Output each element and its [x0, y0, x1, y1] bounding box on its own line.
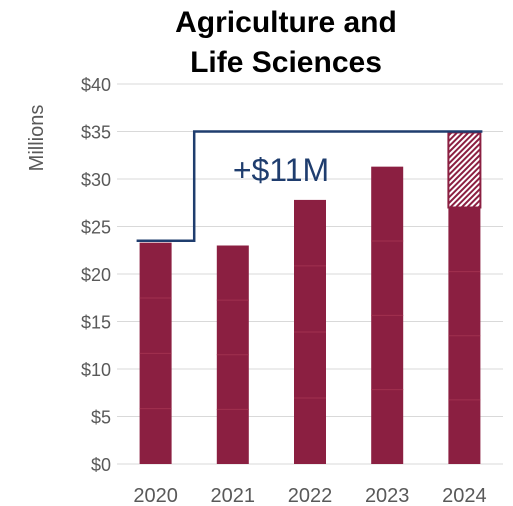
x-tick-label: 2023 [365, 485, 410, 506]
y-tick-label: $30 [81, 170, 111, 190]
x-tick-label: 2021 [211, 485, 256, 506]
increase-annotation: +$11M [233, 152, 329, 188]
y-tick-label: $10 [81, 360, 111, 380]
y-tick-label: $40 [81, 75, 111, 95]
y-tick-label: $15 [81, 313, 111, 333]
y-tick-label: $25 [81, 218, 111, 238]
bar-projected-increment [447, 131, 482, 209]
y-tick-label: $5 [91, 408, 111, 428]
goal-line [136, 130, 483, 242]
y-tick-label: $0 [91, 455, 111, 475]
x-tick-label: 2022 [288, 485, 333, 506]
chart-title-line-1: Agriculture and [175, 6, 397, 39]
y-axis-label: Millions [26, 105, 48, 172]
x-tick-label: 2020 [133, 485, 178, 506]
chart-title-line-2: Life Sciences [190, 46, 382, 79]
goal-line-group [136, 130, 483, 242]
bars [139, 131, 482, 464]
x-tick-label: 2024 [442, 485, 487, 506]
y-tick-label: $20 [81, 265, 111, 285]
y-tick-label: $35 [81, 123, 111, 143]
axes: $0 $5 $10 $15 $20 $25 $30 $35 $40 2020 2021 2022 202… [81, 75, 487, 506]
